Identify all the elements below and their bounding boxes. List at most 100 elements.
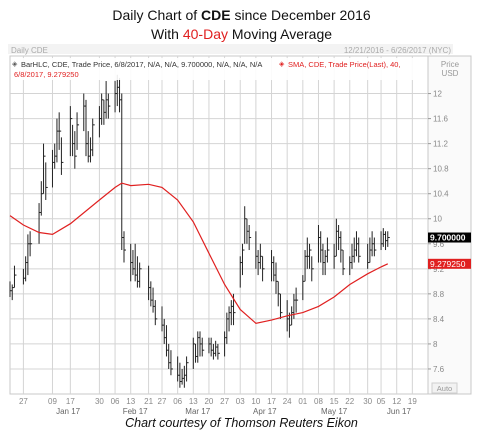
x-tick-label: 03 bbox=[236, 397, 245, 406]
hlc-bar bbox=[161, 306, 164, 332]
x-tick-label: 13 bbox=[126, 397, 135, 406]
last-price-label: 9.700000 bbox=[430, 233, 466, 243]
hlc-bar bbox=[101, 93, 104, 125]
x-month-label: Apr 17 bbox=[253, 407, 277, 416]
hlc-bar bbox=[197, 331, 200, 363]
auto-button-label[interactable]: Auto bbox=[437, 384, 452, 393]
hlc-bar bbox=[130, 243, 133, 282]
auto-scale-button[interactable]: Auto bbox=[431, 382, 458, 394]
legend-sma-line-1: SMA, CDE, Trade Price(Last), 40, bbox=[288, 60, 401, 69]
hlc-bar bbox=[217, 343, 220, 360]
hlc-bar bbox=[22, 268, 26, 285]
hlc-bar bbox=[107, 93, 111, 119]
x-tick-label: 08 bbox=[314, 397, 323, 406]
panel-date-range: 12/21/2016 - 6/26/2017 (NYC) bbox=[344, 46, 452, 55]
hlc-bar bbox=[309, 243, 312, 269]
hlc-bar bbox=[255, 231, 258, 269]
hlc-bar bbox=[342, 250, 346, 276]
y-tick-label: 10.4 bbox=[433, 190, 449, 199]
hlc-bar bbox=[136, 256, 140, 288]
legend-sma-line-2: 6/8/2017, 9.279250 bbox=[14, 70, 79, 79]
hlc-bar bbox=[239, 256, 243, 288]
hlc-bar bbox=[199, 331, 202, 357]
hlc-bar bbox=[226, 312, 229, 344]
hlc-bar bbox=[257, 250, 261, 276]
x-month-label: Mar 17 bbox=[185, 407, 210, 416]
hlc-bar bbox=[326, 237, 330, 263]
hlc-bar bbox=[170, 350, 173, 376]
hlc-bar bbox=[186, 356, 189, 382]
hlc-bar bbox=[208, 337, 211, 354]
hlc-bar bbox=[210, 337, 214, 357]
auto-button-frame[interactable] bbox=[431, 382, 458, 394]
x-tick-label: 21 bbox=[144, 397, 153, 406]
y-tick-label: 9.6 bbox=[433, 240, 445, 249]
hlc-bar bbox=[25, 256, 28, 282]
panel-name: Daily CDE bbox=[11, 46, 48, 55]
hlc-bar bbox=[306, 237, 310, 269]
hlc-bar bbox=[385, 231, 388, 251]
hlc-bar bbox=[387, 231, 390, 247]
hlc-bar bbox=[27, 234, 30, 276]
hlc-bar bbox=[76, 112, 80, 150]
hlc-bar bbox=[201, 337, 205, 357]
hlc-bar bbox=[163, 318, 167, 344]
hlc-bar bbox=[262, 256, 265, 282]
hlc-bar bbox=[177, 356, 180, 382]
hlc-bar bbox=[11, 284, 15, 301]
hlc-bar bbox=[277, 281, 281, 307]
hlc-bar bbox=[279, 293, 283, 319]
hlc-bar bbox=[179, 362, 182, 388]
chart-title: Daily Chart of CDE since December 2016 W… bbox=[0, 6, 483, 44]
x-month-label: May 17 bbox=[321, 407, 348, 416]
hlc-bar bbox=[192, 337, 196, 369]
hlc-bar bbox=[324, 250, 328, 276]
hlc-bar bbox=[92, 118, 95, 157]
title-ticker: CDE bbox=[201, 7, 231, 23]
currency-label-line-2: USD bbox=[442, 69, 459, 78]
x-tick-label: 10 bbox=[251, 397, 260, 406]
y-tick-label: 10.8 bbox=[433, 165, 449, 174]
legend-sma-icon[interactable]: ◈ bbox=[279, 61, 285, 68]
hlc-bar bbox=[123, 231, 126, 263]
hlc-bar bbox=[248, 225, 252, 251]
hlc-bar bbox=[38, 203, 42, 244]
hlc-bar bbox=[56, 118, 59, 163]
panel-header-bar bbox=[8, 44, 453, 54]
title-suffix: since December 2016 bbox=[230, 7, 371, 23]
hlc-bar bbox=[288, 312, 292, 338]
hlc-bar bbox=[317, 225, 321, 263]
hlc-bar bbox=[85, 99, 88, 157]
last-price-box bbox=[428, 232, 471, 243]
x-month-label: Feb 17 bbox=[123, 407, 148, 416]
y-tick-label: 7.6 bbox=[433, 365, 445, 374]
hlc-bar bbox=[212, 343, 216, 360]
x-tick-label: 12 bbox=[392, 397, 401, 406]
hlc-bar bbox=[340, 231, 343, 263]
x-tick-label: 01 bbox=[298, 397, 307, 406]
hlc-bar bbox=[259, 243, 263, 269]
x-tick-label: 27 bbox=[158, 397, 167, 406]
hlc-bar bbox=[132, 250, 135, 276]
hlc-bar bbox=[355, 231, 359, 257]
hlc-bars bbox=[9, 74, 390, 388]
hlc-bar bbox=[353, 237, 357, 263]
hlc-bar bbox=[382, 228, 386, 247]
x-tick-label: 09 bbox=[48, 397, 57, 406]
x-tick-label: 27 bbox=[220, 397, 229, 406]
hlc-bar bbox=[195, 343, 198, 363]
hlc-bar bbox=[168, 343, 171, 369]
x-tick-label: 30 bbox=[95, 397, 104, 406]
legend-toggle-icon[interactable]: ◈ bbox=[12, 61, 18, 68]
hlc-bar bbox=[273, 256, 276, 282]
hlc-bar bbox=[371, 231, 375, 257]
x-tick-label: 05 bbox=[377, 397, 386, 406]
y-axis-area bbox=[427, 55, 472, 395]
hlc-bar bbox=[69, 106, 73, 157]
hlc-bar bbox=[335, 218, 339, 257]
x-tick-label: 15 bbox=[330, 397, 339, 406]
hlc-bar bbox=[83, 93, 86, 132]
hlc-bar bbox=[367, 243, 370, 269]
hlc-bar bbox=[45, 162, 48, 200]
